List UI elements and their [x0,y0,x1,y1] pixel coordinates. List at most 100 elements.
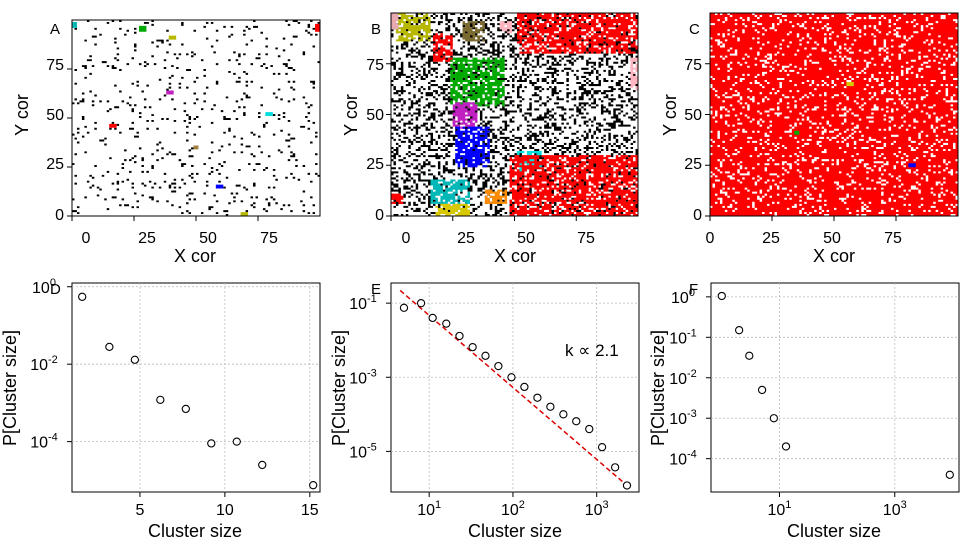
panel-b: B 0 25 50 75 0 25 50 75 X cor Y cor [341,12,639,266]
lattice-b-ytick-3: 75 [366,57,384,74]
x-tick-label: 15 [301,502,319,519]
lattice-c-xlabel: X cor [813,246,855,266]
data-point [181,404,190,414]
lattice-c-ylabel: Y cor [660,94,680,136]
cluster-patch [315,23,320,32]
cluster-patch [452,102,478,129]
lattice-c-xtick-1: 25 [762,230,780,247]
data-point [769,414,779,423]
cluster-patch [455,126,490,168]
cluster-patch [391,193,404,204]
lattice-c-ytick-1: 25 [684,156,702,173]
panel-c: C 0 25 50 75 0 25 50 75 X cor Y cor [660,12,959,266]
data-point [442,319,451,328]
data-point [130,355,139,364]
lattice-c-ytick-3: 75 [684,57,702,74]
data-point [734,326,744,335]
lattice-a [67,19,321,221]
lattice-b [386,12,639,221]
data-point [481,351,490,360]
lattice-b-ytick-1: 25 [366,156,384,173]
chart-f-ylabel: P[Cluster size] [648,330,668,446]
panel-label-e: E [371,281,381,298]
cluster-patch [72,21,77,28]
data-point [78,292,87,301]
data-point [717,291,726,301]
chart-e-annotation: k ∝ 2.1 [565,341,619,360]
lattice-c-ytick-2: 50 [684,107,702,124]
data-point [520,382,529,392]
cluster-patch [462,21,485,42]
data-point [455,331,464,341]
lattice-c-xtick-0: 0 [706,230,715,247]
cluster-patch [138,25,147,32]
cluster-patch [484,189,508,204]
cluster-patch [430,179,471,204]
x-tick-label: 102 [501,499,525,519]
data-point [597,442,607,452]
data-point [494,361,503,371]
y-tick-label: 10-2 [669,368,697,388]
y-tick-label: 10-2 [30,354,58,374]
cluster-patch [846,82,854,87]
data-point [105,342,114,352]
y-tick-label: 100 [671,287,695,307]
cluster-patch [166,90,174,95]
cluster-patch [395,13,431,42]
cluster-patch [499,21,513,34]
lattice-c [705,12,959,221]
lattice-a-xtick-2: 50 [199,230,217,247]
data-point [533,393,542,402]
cluster-patch [432,33,453,62]
lattice-b-xlabel: X cor [494,246,536,266]
chart-d-xlabel: Cluster size [148,521,242,541]
data-point [416,299,426,308]
lattice-a-ytick-3: 75 [46,57,64,74]
lattice-b-xtick-2: 50 [517,230,535,247]
cluster-patch [391,13,399,30]
lattice-c-ytick-0: 0 [693,207,702,224]
data-point [945,470,954,479]
data-point [232,437,241,446]
panel-label-a: A [50,21,60,38]
cluster-patch [509,155,638,216]
lattice-b-ytick-0: 0 [375,207,384,224]
lattice-a-ylabel: Y cor [12,94,32,136]
data-point [745,351,754,360]
cluster-patch [435,203,471,216]
data-point [622,481,632,490]
x-tick-label: 103 [883,499,907,519]
x-tick-label: 10 [216,502,234,519]
x-tick-label: 103 [585,499,609,519]
y-tick-label: 10-4 [669,449,697,469]
lattice-a-ytick-1: 25 [46,156,64,173]
lattice-c-xtick-3: 75 [884,230,902,247]
y-tick-label: 10-3 [349,367,377,387]
data-point [156,395,165,404]
data-point [468,342,477,352]
cluster-patch [265,112,273,117]
cluster-patch [630,57,638,91]
chart-e: 101 102 103 10-1 10-3 10-5 [349,283,639,519]
cluster-patch [516,13,638,54]
lattice-b-ylabel: Y cor [341,94,361,136]
occupied-sites [72,20,320,216]
panel-label-d: D [50,281,61,298]
y-tick-label: 10-5 [349,441,377,461]
data-point [559,410,568,419]
data-point [572,417,581,426]
cluster-patch [908,163,916,168]
x-tick-label: 5 [135,502,144,519]
plot-frame-e [390,282,640,493]
lattice-b-xtick-3: 75 [577,230,595,247]
chart-f-xlabel: Cluster size [787,521,881,541]
data-point [428,313,437,323]
vacancies [710,13,958,216]
lattice-b-xtick-1: 25 [457,230,475,247]
panel-label-b: B [371,21,381,38]
data-point [399,303,409,312]
cluster-patch [450,57,505,107]
